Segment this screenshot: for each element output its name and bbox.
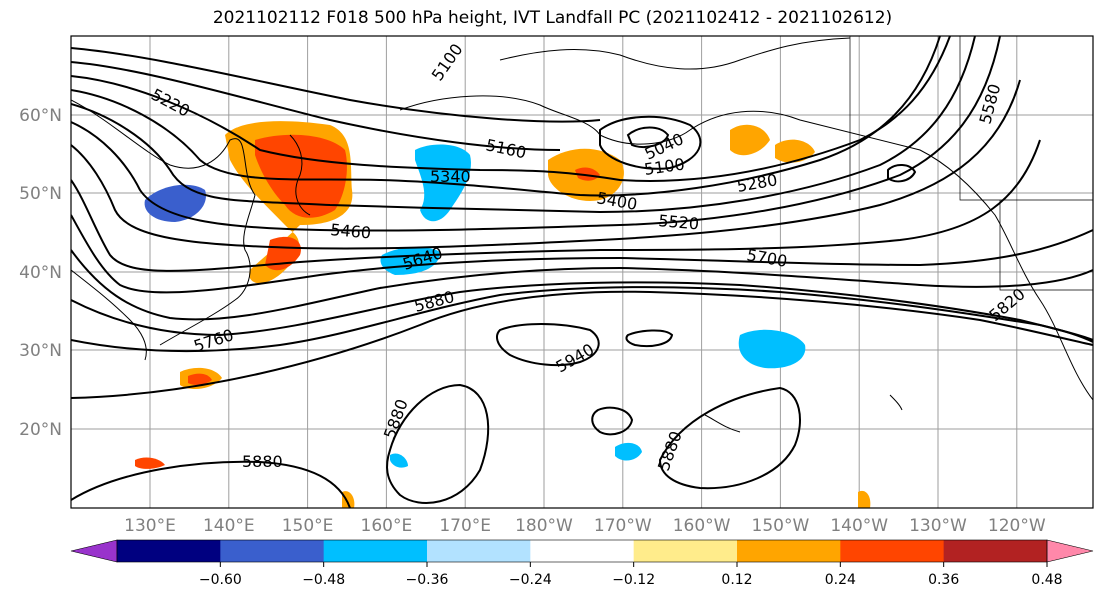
longitude-tick-label: 130°E [124, 516, 176, 536]
longitude-labels: 130°E 140°E 150°E 160°E 170°E 180°W 170°W 160°W… [124, 516, 1046, 536]
colorbar-tick-label: −0.36 [406, 572, 449, 588]
colorbar-segment [840, 540, 945, 562]
map-frame [70, 35, 1094, 509]
contour-line [386, 383, 490, 504]
colorbar-segment [530, 540, 635, 562]
longitude-tick-label: 140°E [203, 516, 255, 536]
longitude-tick-label: 120°W [988, 516, 1046, 536]
colorbar-tick-label: 0.36 [928, 572, 959, 588]
borders [849, 36, 1093, 291]
contour-line [71, 290, 1093, 399]
contour-line [71, 36, 941, 197]
colorbar-segment [943, 540, 1048, 562]
contour-label: 5520 [658, 211, 700, 233]
contour-line [71, 281, 1093, 341]
contour-label: 5880 [242, 452, 283, 471]
longitude-tick-label: 140°W [830, 516, 888, 536]
contour-line [496, 323, 600, 367]
colorbar-segment [323, 540, 428, 562]
contour-label: 5460 [330, 220, 372, 242]
longitude-tick-label: 170°W [594, 516, 652, 536]
contour-line [591, 406, 634, 436]
contour-line [71, 460, 351, 508]
contour-line [71, 36, 1001, 232]
ivt-negative-region [380, 247, 440, 275]
latitude-tick-label: 30°N [19, 341, 62, 361]
latitude-tick-label: 60°N [19, 106, 62, 126]
contour-line [625, 329, 674, 348]
colorbar-tick-label: −0.12 [612, 572, 655, 588]
colorbar-segment [117, 540, 221, 562]
contour-line [71, 249, 1093, 321]
contour-line [71, 36, 976, 214]
colorbar-segment [427, 540, 531, 562]
colorbar-tick-label: 0.48 [1031, 572, 1062, 588]
latitude-tick-label: 50°N [19, 184, 62, 204]
ivt-negative-region [144, 184, 206, 222]
contour-line [71, 139, 1041, 272]
colorbar-extend-low [70, 539, 118, 563]
ivt-negative-region [738, 329, 806, 369]
ivt-positive-core [188, 373, 212, 385]
colorbar-tick-label: −0.60 [199, 572, 242, 588]
ivt-positive-region [135, 457, 165, 469]
ivt-negative-region [615, 442, 642, 461]
ivt-positive-region [342, 491, 355, 508]
height-contours [71, 36, 1093, 508]
colorbar-segment [737, 540, 841, 562]
colorbar-segment [633, 540, 738, 562]
longitude-tick-label: 150°E [282, 516, 334, 536]
latitude-labels: 60°N 50°N 40°N 30°N 20°N [19, 106, 62, 440]
colorbar-segment [220, 540, 325, 562]
longitude-tick-label: 160°W [673, 516, 731, 536]
colorbar: −0.60 −0.48 −0.36 −0.24 −0.12 0.12 0.24 0.36 0.4… [70, 539, 1094, 588]
contour-line [71, 47, 601, 123]
colorbar-tick-label: −0.24 [509, 572, 552, 588]
ivt-positive-core [255, 134, 347, 218]
latitude-tick-label: 40°N [19, 263, 62, 283]
contour-line [71, 286, 1093, 353]
colorbar-extend-high [1046, 539, 1094, 563]
colorbar-tick-label: 0.12 [721, 572, 752, 588]
ivt-positive-region [775, 139, 815, 163]
contour-line [626, 126, 670, 148]
longitude-tick-label: 170°E [439, 516, 491, 536]
contour-line [71, 36, 951, 182]
ivt-positive-core [575, 167, 600, 181]
ivt-positive-region [730, 124, 770, 156]
longitude-tick-label: 150°W [752, 516, 810, 536]
contour-line [658, 386, 801, 490]
ivt-negative-region [390, 453, 408, 468]
colorbar-tick-label: 0.24 [825, 572, 856, 588]
colorbar-tick-label: −0.48 [302, 572, 345, 588]
contour-line [71, 214, 1093, 294]
map-title: 2021102112 F018 500 hPa height, IVT Land… [212, 8, 893, 28]
contour-label: 5340 [430, 167, 471, 186]
ivt-positive-region [858, 490, 871, 508]
contour-line [71, 61, 561, 151]
longitude-tick-label: 160°E [361, 516, 413, 536]
contour-line [887, 164, 917, 183]
contour-line [71, 79, 1021, 250]
latitude-tick-label: 20°N [19, 420, 62, 440]
contour-line [599, 115, 702, 170]
longitude-tick-label: 180°W [515, 516, 573, 536]
longitude-tick-label: 130°W [909, 516, 967, 536]
colorbar-outline [116, 539, 1048, 563]
